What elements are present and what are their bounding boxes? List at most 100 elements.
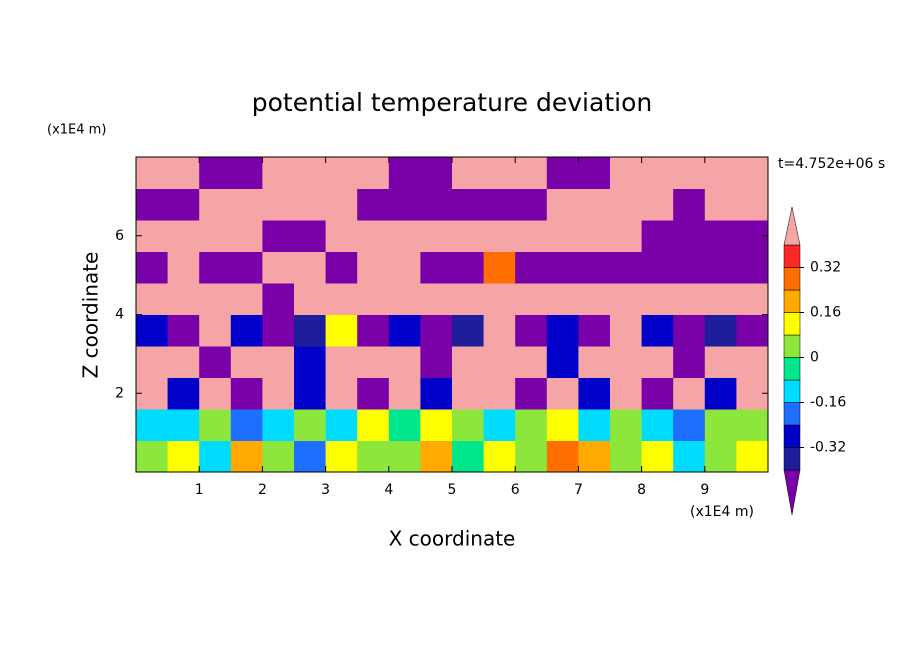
cell <box>294 440 327 473</box>
colorbar-label: -0.16 <box>810 395 846 411</box>
cell <box>420 440 453 473</box>
colorbar-box <box>783 379 801 403</box>
cell <box>262 314 295 347</box>
cell <box>483 377 516 410</box>
cell <box>325 251 358 284</box>
cell <box>546 251 579 284</box>
cell <box>325 409 358 441</box>
cell <box>578 377 611 410</box>
cell <box>199 157 232 189</box>
cell <box>262 251 295 284</box>
cell <box>610 314 643 347</box>
cell <box>641 346 674 378</box>
colorbar-box <box>783 334 801 358</box>
chart-title: potential temperature deviation <box>252 88 652 117</box>
cell <box>546 220 579 252</box>
cell <box>230 157 263 189</box>
cell <box>673 283 706 315</box>
cell <box>199 440 232 473</box>
cell <box>420 314 453 347</box>
colorbar-label: 0.32 <box>810 260 841 276</box>
colorbar-top <box>783 206 801 246</box>
cell <box>388 440 421 473</box>
x-tick-label: 4 <box>384 482 393 498</box>
cell <box>420 220 453 252</box>
cell <box>167 283 200 315</box>
cell <box>357 440 390 473</box>
cell <box>388 283 421 315</box>
cell <box>136 440 169 473</box>
cell <box>578 157 611 189</box>
cell <box>673 157 706 189</box>
cell <box>704 440 737 473</box>
cell <box>736 251 769 284</box>
cell <box>294 220 327 252</box>
cell <box>136 409 169 441</box>
cell <box>199 188 232 221</box>
colorbar-box <box>783 424 801 448</box>
cell <box>515 251 548 284</box>
cell <box>357 251 390 284</box>
cell <box>610 157 643 189</box>
cell <box>420 157 453 189</box>
y-unit: (x1E4 m) <box>47 123 106 138</box>
cell <box>736 346 769 378</box>
cell <box>357 377 390 410</box>
cell <box>483 251 516 284</box>
cell <box>515 220 548 252</box>
cell <box>325 157 358 189</box>
cell <box>704 346 737 378</box>
cell <box>736 283 769 315</box>
y-tick-label: 4 <box>115 307 124 323</box>
cell <box>452 251 485 284</box>
cell <box>483 188 516 221</box>
cell <box>610 220 643 252</box>
cell <box>167 440 200 473</box>
cell <box>452 157 485 189</box>
cell <box>167 377 200 410</box>
cell <box>483 283 516 315</box>
cell <box>673 377 706 410</box>
cell <box>325 346 358 378</box>
cell <box>388 251 421 284</box>
cell <box>325 377 358 410</box>
cell <box>610 251 643 284</box>
cell <box>388 377 421 410</box>
colorbar-box <box>783 447 801 471</box>
cell <box>546 346 579 378</box>
cell <box>199 314 232 347</box>
cell <box>325 220 358 252</box>
cell <box>136 314 169 347</box>
colorbar-box <box>783 289 801 313</box>
cell <box>262 188 295 221</box>
colorbar-label: -0.32 <box>810 440 846 456</box>
cell <box>230 188 263 221</box>
cell <box>167 251 200 284</box>
cell <box>515 157 548 189</box>
cell <box>483 346 516 378</box>
cell <box>736 440 769 473</box>
x-tick-label: 5 <box>448 482 457 498</box>
cell <box>452 409 485 441</box>
cell <box>578 251 611 284</box>
cell <box>199 409 232 441</box>
cell <box>641 283 674 315</box>
cell <box>199 220 232 252</box>
cell <box>420 346 453 378</box>
cell <box>736 157 769 189</box>
cell <box>515 377 548 410</box>
cell <box>610 188 643 221</box>
cell <box>515 283 548 315</box>
cell <box>578 220 611 252</box>
x-tick-label: 3 <box>321 482 330 498</box>
cell <box>136 283 169 315</box>
cell <box>515 314 548 347</box>
cell <box>230 409 263 441</box>
cell <box>515 188 548 221</box>
cell <box>262 157 295 189</box>
cell <box>704 188 737 221</box>
cell <box>546 188 579 221</box>
cell <box>325 440 358 473</box>
cell <box>136 251 169 284</box>
cell <box>230 251 263 284</box>
